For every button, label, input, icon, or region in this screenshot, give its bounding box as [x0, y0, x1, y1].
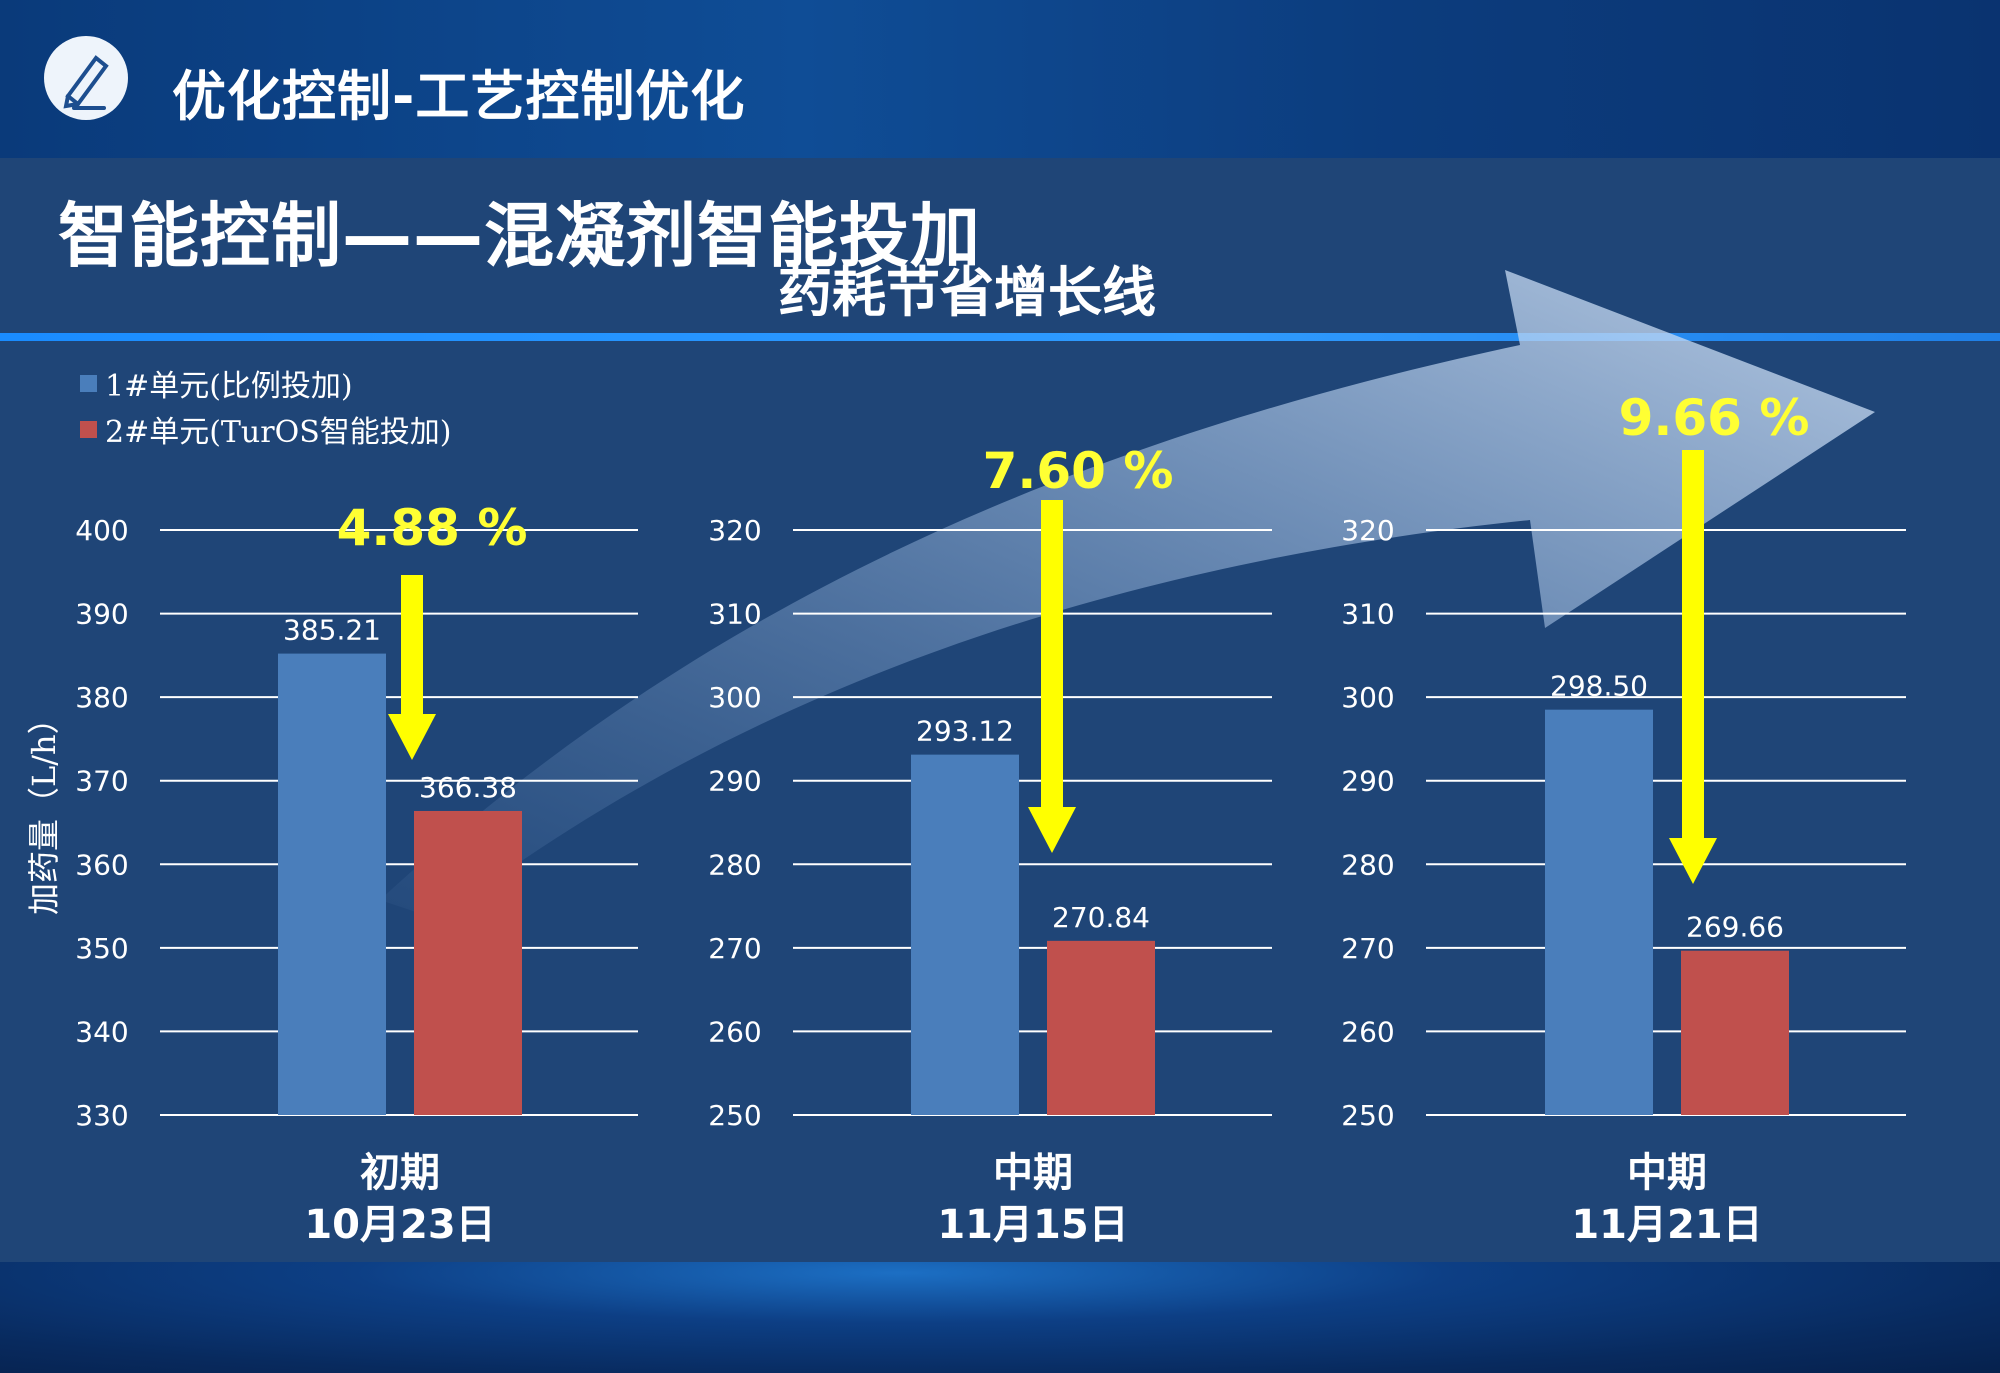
- y-tick-label: 280: [1341, 848, 1394, 881]
- y-tick-label: 310: [1341, 598, 1394, 631]
- y-tick-label: 390: [75, 598, 128, 631]
- y-tick-label: 270: [708, 932, 761, 965]
- bar-series2: [1681, 950, 1789, 1115]
- reduction-arrow-head: [388, 714, 436, 760]
- header-title: 优化控制-工艺控制优化: [172, 65, 746, 128]
- legend-label-series1: 1#单元(比例投加): [105, 369, 353, 404]
- y-tick-label: 370: [75, 765, 128, 798]
- reduction-percent-label: 9.66 %: [1619, 389, 1810, 447]
- y-tick-label: 340: [75, 1015, 128, 1048]
- category-label-date: 11月21日: [1571, 1202, 1762, 1248]
- y-tick-label: 250: [1341, 1099, 1394, 1132]
- y-tick-label: 290: [1341, 765, 1394, 798]
- growth-arrow: [380, 270, 1875, 920]
- chart-legend: 1#单元(比例投加) 2#单元(TurOS智能投加): [80, 360, 451, 452]
- banner-title: 药耗节省增长线: [778, 261, 1156, 324]
- y-tick-label: 260: [708, 1015, 761, 1048]
- bar-series1: [911, 754, 1019, 1115]
- reduction-arrow-shaft: [1041, 500, 1063, 809]
- y-tick-label: 320: [1341, 514, 1394, 547]
- category-label-period: 初期: [360, 1150, 440, 1196]
- reduction-arrow-head: [1028, 807, 1076, 853]
- category-label-period: 中期: [993, 1150, 1073, 1196]
- data-label: 269.66: [1686, 911, 1784, 944]
- bar-series2: [1047, 940, 1155, 1115]
- bar-series2: [414, 810, 522, 1115]
- legend-item-series1: 1#单元(比例投加): [80, 360, 451, 406]
- reduction-percent-label: 4.88 %: [337, 499, 528, 557]
- legend-label-series2: 2#单元(TurOS智能投加): [105, 415, 452, 450]
- y-tick-label: 330: [75, 1099, 128, 1132]
- y-tick-label: 260: [1341, 1015, 1394, 1048]
- pencil-icon: [44, 36, 128, 120]
- data-label: 298.50: [1550, 670, 1648, 703]
- category-label-date: 10月23日: [304, 1202, 495, 1248]
- category-label-period: 中期: [1627, 1150, 1707, 1196]
- y-tick-label: 300: [1341, 681, 1394, 714]
- category-label-date: 11月15日: [937, 1202, 1128, 1248]
- reduction-arrow-shaft: [1682, 450, 1704, 840]
- y-tick-label: 270: [1341, 932, 1394, 965]
- bar-series1: [1545, 709, 1653, 1115]
- accent-divider: [0, 333, 2000, 341]
- y-tick-label: 280: [708, 848, 761, 881]
- reduction-arrow-head: [1669, 838, 1717, 884]
- y-tick-label: 350: [75, 932, 128, 965]
- y-tick-label: 360: [75, 848, 128, 881]
- y-tick-label: 400: [75, 514, 128, 547]
- y-axis-title: 加药量（L/h）: [25, 702, 63, 915]
- footer-band: [0, 1262, 2000, 1373]
- data-label: 293.12: [916, 715, 1014, 748]
- bar-series1: [278, 653, 386, 1115]
- y-tick-label: 380: [75, 681, 128, 714]
- header-band: [0, 0, 2000, 158]
- legend-item-series2: 2#单元(TurOS智能投加): [80, 406, 451, 452]
- data-label: 385.21: [283, 614, 381, 647]
- y-tick-label: 300: [708, 681, 761, 714]
- slide-title: 智能控制——混凝剂智能投加: [58, 195, 981, 277]
- data-label: 366.38: [419, 771, 517, 804]
- legend-swatch-series2: [80, 420, 97, 438]
- reduction-arrow-shaft: [401, 575, 423, 716]
- y-tick-label: 250: [708, 1099, 761, 1132]
- legend-swatch-series1: [80, 374, 97, 392]
- reduction-percent-label: 7.60 %: [983, 442, 1174, 500]
- y-tick-label: 320: [708, 514, 761, 547]
- data-label: 270.84: [1052, 901, 1150, 934]
- y-tick-label: 310: [708, 598, 761, 631]
- y-tick-label: 290: [708, 765, 761, 798]
